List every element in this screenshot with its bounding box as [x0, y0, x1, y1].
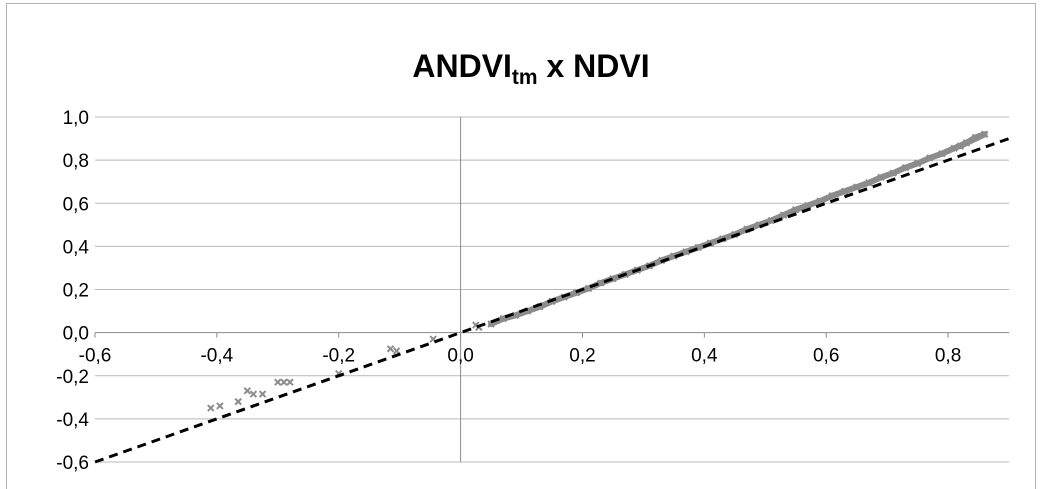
- data-point: [286, 378, 294, 386]
- data-point: [207, 404, 215, 412]
- x-tick-label: 0,4: [691, 346, 718, 367]
- point-mark: [249, 390, 258, 398]
- chart-title-main: ANDVI: [412, 48, 512, 84]
- point-mark: [258, 390, 267, 398]
- data-point: [280, 378, 288, 386]
- point-mark: [280, 378, 288, 386]
- y-tick-label: -0,2: [56, 367, 89, 388]
- data-point: [392, 347, 401, 355]
- data-point: [216, 402, 224, 410]
- point-mark: [392, 347, 401, 355]
- y-tick-label: 0,2: [63, 281, 89, 302]
- point-mark: [216, 402, 224, 410]
- reference-line: [94, 137, 1010, 464]
- point-mark: [234, 397, 242, 406]
- y-tick-label: 0,4: [63, 237, 90, 258]
- y-tick-label: 0,6: [63, 194, 89, 215]
- x-tick-label: 0,0: [447, 346, 473, 367]
- point-mark: [207, 404, 215, 412]
- data-point: [249, 390, 258, 398]
- data-point: [234, 397, 242, 406]
- chart-title-subscript: tm: [512, 66, 538, 89]
- gridlines: [95, 116, 1009, 463]
- y-tick-label: -0,6: [56, 453, 89, 474]
- point-mark: [243, 387, 252, 395]
- data-point: [243, 387, 252, 395]
- y-tick-label: -0,4: [56, 410, 89, 431]
- point-cloud-segment: [957, 131, 988, 150]
- x-tick-label: -0,6: [79, 346, 112, 367]
- x-tick-label: -0,4: [200, 346, 233, 367]
- x-tick-label: -0,2: [322, 346, 355, 367]
- x-tick-label: 0,2: [569, 346, 595, 367]
- tick-labels: -0,6 -0,4 -0,2 0,0 0,2 0,4 0,6 0,8 1,0 -0,6 -0,4 -0…: [56, 108, 961, 474]
- point-mark: [286, 378, 294, 386]
- point-mark: [386, 345, 395, 353]
- axes: [94, 117, 1009, 462]
- data-point: [386, 345, 395, 353]
- chart-canvas: ANDVItm x NDVI -0,6 -0,4 -0,2 0,0 0,2 0,4 0,6 0…: [56, 48, 1010, 474]
- data-point: [274, 378, 282, 386]
- chart-frame: ANDVItm x NDVI -0,6 -0,4 -0,2 0,0 0,2 0,4 0,6 0…: [6, 3, 1036, 489]
- data-series: [94, 130, 1010, 464]
- y-tick-label: 1,0: [63, 108, 89, 129]
- chart-title-rest: x NDVI: [538, 48, 650, 84]
- x-tick-label: 0,8: [935, 346, 961, 367]
- chart-title: ANDVItm x NDVI: [412, 48, 649, 89]
- y-tick-label: 0,8: [63, 151, 89, 172]
- data-point: [258, 390, 267, 398]
- point-mark: [429, 335, 437, 343]
- point-mark: [274, 378, 282, 386]
- x-tick-label: 0,6: [813, 346, 839, 367]
- y-tick-label: 0,0: [63, 324, 89, 345]
